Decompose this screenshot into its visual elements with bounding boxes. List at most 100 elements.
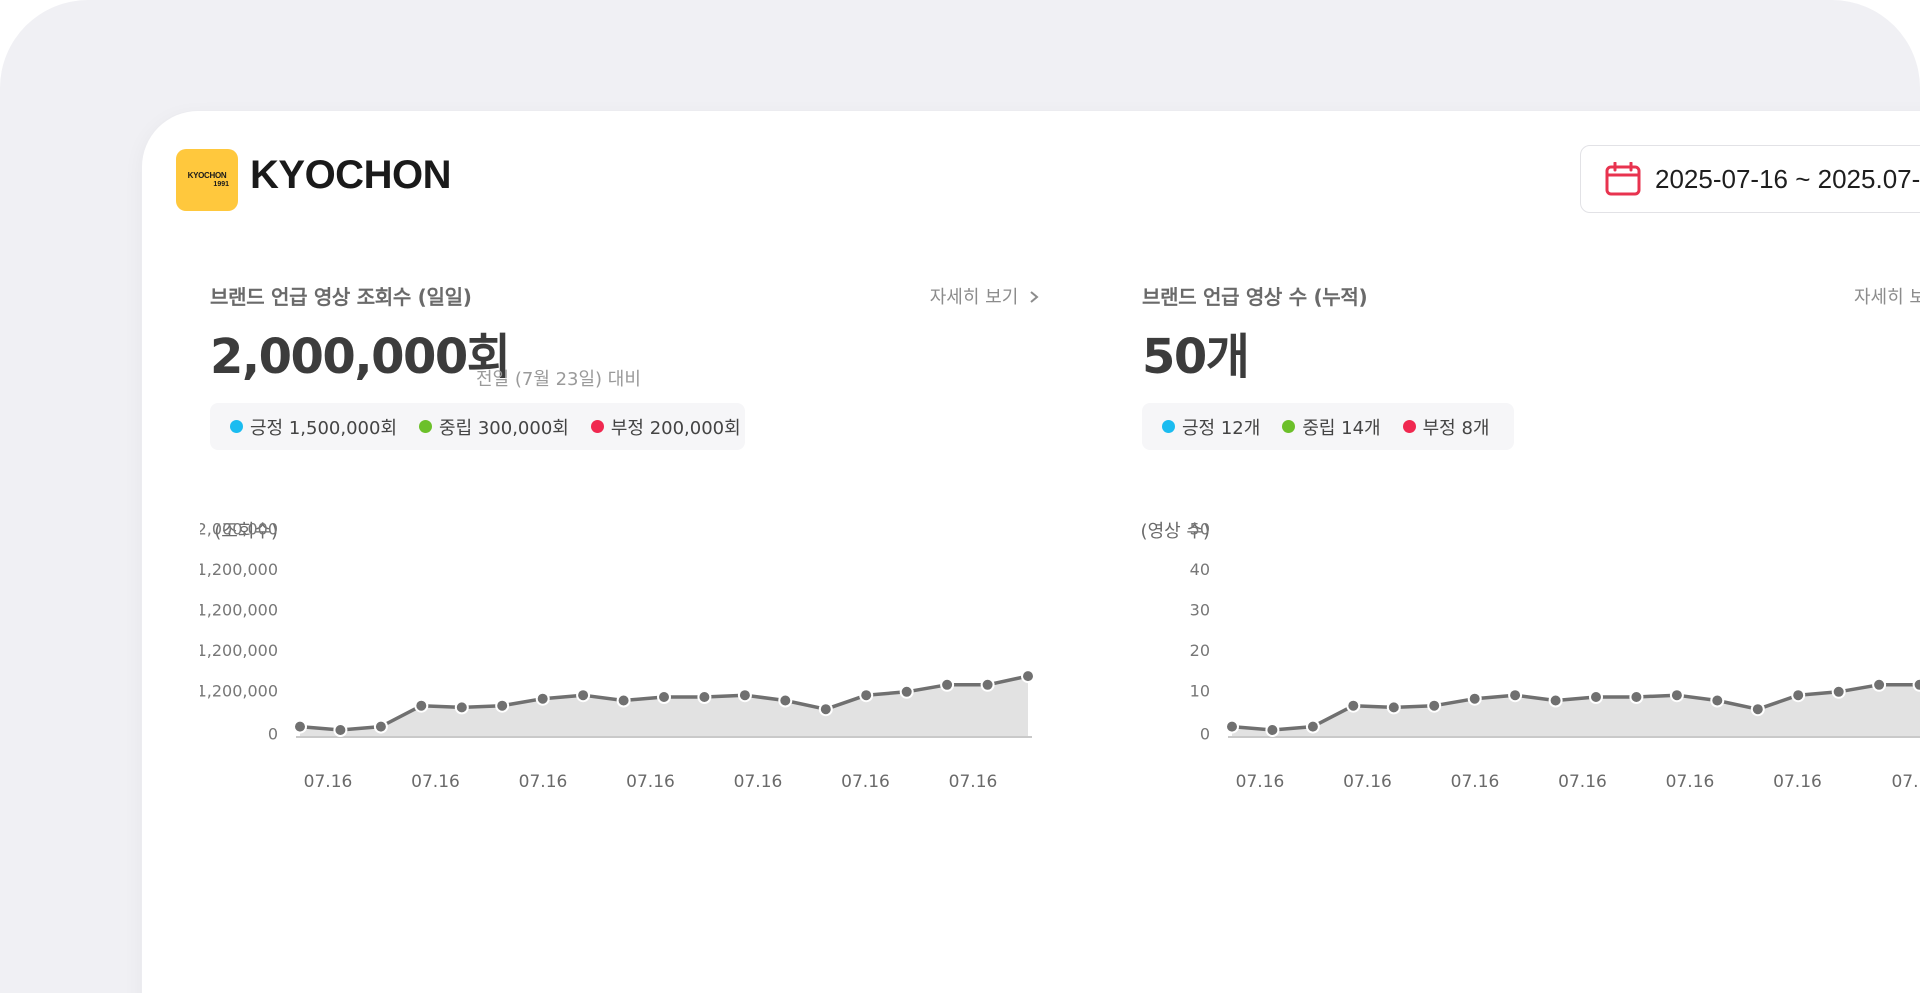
date-range-picker[interactable]: 2025-07-16 ~ 2025.07-23	[1580, 145, 1920, 213]
view-more-label: 자세히 보기	[1854, 287, 1920, 308]
data-point	[1872, 677, 1887, 692]
views-panel: 브랜드 언급 영상 조회수 (일일) 자세히 보기 2,000,000회 전일 …	[200, 281, 1040, 931]
y-tick-label: 20	[1190, 641, 1210, 660]
legend-dot	[419, 420, 433, 433]
legend-label: 중립 300,000회	[439, 417, 569, 439]
x-tick-label: 07.16	[1236, 772, 1285, 792]
sentiment-legend: 긍정 1,500,000회 중립 300,000회 부정 200,000회	[210, 403, 745, 450]
data-point	[980, 677, 995, 692]
data-point	[737, 688, 752, 703]
dashboard-card: KYOCHON 1991 KYOCHON 2025-07-16 ~ 2025.0…	[142, 111, 1920, 993]
data-point	[859, 688, 874, 703]
panel-title: 브랜드 언급 영상 조회수 (일일)	[210, 285, 472, 309]
y-tick-label: 50	[1190, 521, 1210, 539]
video-count-panel: 브랜드 언급 영상 수 (누적) 자세히 보기 50개 긍정 12개 중립 14…	[1141, 281, 1920, 931]
data-point	[293, 719, 307, 734]
legend-negative: 부정 200,000회	[590, 414, 741, 440]
data-point	[1427, 698, 1442, 713]
brand-name: KYOCHON	[250, 153, 451, 197]
legend-neutral: 중립 300,000회	[419, 414, 569, 440]
x-tick-label: 07.16	[1773, 772, 1822, 792]
y-tick-label: 0	[1200, 725, 1210, 744]
data-point	[1629, 690, 1644, 704]
x-tick-label: 07.16	[1343, 772, 1392, 792]
y-tick-label: 2,000,000	[200, 521, 278, 539]
y-tick-label: 1,200,000	[200, 682, 278, 701]
logo-text-line2: 1991	[213, 181, 229, 188]
y-tick-label: 30	[1190, 601, 1210, 620]
legend-label: 긍정 12개	[1182, 417, 1261, 439]
panel-title: 브랜드 언급 영상 수 (누적)	[1142, 285, 1368, 309]
calendar-icon	[1605, 162, 1641, 196]
data-point	[1467, 691, 1482, 706]
view-more-link[interactable]: 자세히 보기	[930, 283, 1040, 309]
series-area	[300, 676, 1028, 737]
data-point	[899, 684, 914, 699]
data-point	[1912, 677, 1920, 692]
data-point	[576, 688, 591, 703]
y-tick-label: 10	[1190, 682, 1210, 701]
data-point	[1548, 693, 1563, 708]
x-tick-label: 07.16	[841, 772, 890, 792]
data-point	[1346, 698, 1361, 713]
x-tick-label: 07.16	[1666, 772, 1715, 792]
data-point	[414, 698, 429, 713]
data-point	[535, 691, 550, 706]
legend-dot	[590, 420, 604, 433]
legend-positive: 긍정 1,500,000회	[230, 414, 397, 440]
data-point	[1508, 688, 1523, 703]
y-tick-label: 1,200,000	[200, 560, 278, 579]
data-point	[1791, 688, 1806, 703]
data-point	[1831, 684, 1846, 699]
data-point	[373, 719, 388, 734]
views-chart: (조회수) 0 1,200,000 1,200,000 1,200,000 1,200,0…	[200, 521, 1035, 792]
view-more-label: 자세히 보기	[929, 287, 1019, 308]
compare-text: 전일 (7월 23일) 대비	[476, 369, 641, 390]
x-tick-label: 07.16	[519, 772, 568, 792]
y-axis-label: (조회수)	[214, 521, 278, 542]
legend-neutral: 중립 14개	[1282, 414, 1381, 440]
y-tick-label: 40	[1190, 560, 1210, 579]
x-tick-label: 07.16	[304, 772, 353, 792]
data-point	[657, 690, 671, 704]
view-more-link[interactable]: 자세히 보기	[1854, 283, 1920, 309]
data-point	[1589, 690, 1603, 704]
data-point	[454, 700, 469, 715]
legend-dot	[1162, 420, 1175, 433]
series-area	[1232, 684, 1920, 737]
data-point	[616, 693, 631, 708]
legend-label: 긍정 1,500,000회	[250, 417, 398, 439]
y-tick-label: 1,200,000	[200, 601, 278, 620]
legend-negative: 부정 8개	[1402, 414, 1490, 440]
sentiment-legend: 긍정 12개 중립 14개 부정 8개	[1142, 403, 1514, 450]
data-point	[778, 693, 793, 708]
total-value: 2,000,000회	[210, 329, 511, 385]
legend-positive: 긍정 12개	[1162, 414, 1260, 440]
legend-dot	[230, 420, 243, 433]
logo-text-line1: KYOCHON	[187, 171, 227, 180]
data-point	[1750, 702, 1765, 717]
data-point	[1265, 723, 1280, 737]
y-tick-label: 0	[268, 725, 278, 744]
data-point	[1669, 688, 1684, 703]
legend-label: 부정 200,000회	[610, 417, 741, 439]
data-point	[1305, 719, 1320, 734]
legend-label: 부정 8개	[1422, 417, 1490, 439]
x-tick-label: 07.16	[626, 772, 675, 792]
data-point	[495, 698, 510, 713]
y-axis-label: (영상 수)	[1141, 521, 1210, 542]
total-value: 50개	[1142, 329, 1250, 385]
y-tick-label: 1,200,000	[200, 641, 278, 660]
brand-logo: KYOCHON 1991	[176, 149, 238, 211]
chevron-right-icon	[1030, 291, 1039, 303]
date-range-text: 2025-07-16 ~ 2025.07-23	[1655, 163, 1920, 194]
x-tick-label: 07.16	[949, 772, 998, 792]
data-point	[818, 702, 833, 717]
data-point	[940, 677, 955, 692]
legend-dot	[1402, 420, 1416, 433]
data-point	[1386, 700, 1401, 715]
data-point	[1021, 669, 1035, 684]
legend-dot	[1282, 420, 1296, 433]
x-tick-label: 07.16	[411, 772, 460, 792]
